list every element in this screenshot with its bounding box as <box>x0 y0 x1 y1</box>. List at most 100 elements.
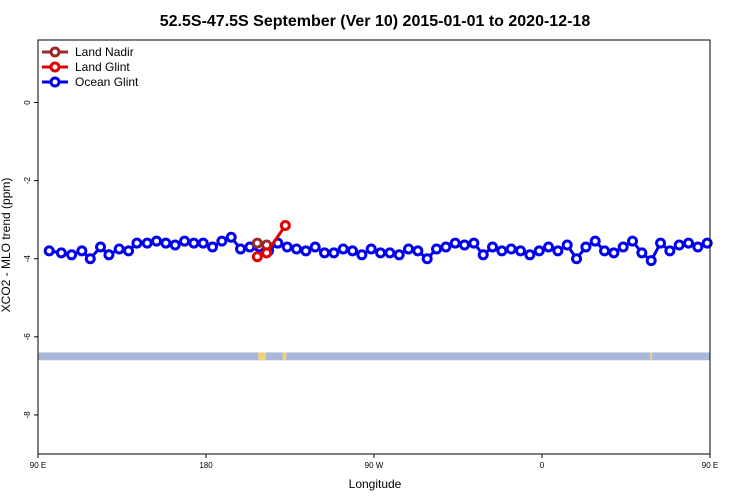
data-point <box>477 249 489 261</box>
data-point <box>636 247 648 259</box>
data-point <box>55 247 67 259</box>
data-point <box>76 245 88 257</box>
data-point <box>449 237 461 249</box>
data-point <box>580 241 592 253</box>
data-point <box>393 249 405 261</box>
data-point <box>571 253 583 265</box>
data-point <box>533 245 545 257</box>
y-tick-label: -4 <box>23 255 32 263</box>
data-point <box>84 253 96 265</box>
x-axis-label: Longitude <box>349 477 402 491</box>
data-point <box>216 235 228 247</box>
data-point <box>207 241 219 253</box>
data-point <box>347 245 359 257</box>
data-point <box>169 239 181 251</box>
x-tick-label: 90 E <box>702 461 718 470</box>
data-point <box>123 245 135 257</box>
data-point <box>95 241 107 253</box>
data-point <box>505 243 517 255</box>
data-point <box>160 237 172 249</box>
data-point <box>440 241 452 253</box>
map-strip-land-1 <box>282 352 287 361</box>
data-point <box>524 249 536 261</box>
data-point <box>279 220 291 232</box>
data-point <box>356 249 368 261</box>
legend-item-land-glint: Land Glint <box>42 60 130 74</box>
data-point <box>655 237 667 249</box>
map-strip-land-0 <box>258 352 266 361</box>
data-point <box>251 237 263 249</box>
data-point <box>375 247 387 259</box>
data-point <box>487 241 499 253</box>
y-tick-label: -2 <box>23 177 32 185</box>
legend-label: Land Nadir <box>75 45 134 59</box>
data-point <box>281 241 293 253</box>
data-point <box>103 249 115 261</box>
y-axis: 0 -2 -4 -6 -8 <box>23 100 38 419</box>
data-point <box>403 243 415 255</box>
data-point <box>589 235 601 247</box>
data-point <box>66 249 78 261</box>
data-point <box>496 245 508 257</box>
data-point <box>515 245 527 257</box>
data-point <box>197 237 209 249</box>
x-tick-label: 90 E <box>30 461 46 470</box>
data-point <box>188 237 200 249</box>
x-tick-label: 90 W <box>365 461 384 470</box>
data-point <box>683 237 695 249</box>
map-strip-land-2 <box>650 352 653 361</box>
data-point <box>673 239 685 251</box>
map-strip <box>38 352 710 361</box>
series-land-glint <box>251 220 291 263</box>
legend-item-land-nadir: Land Nadir <box>42 45 134 59</box>
data-point <box>43 245 55 257</box>
data-point <box>328 247 340 259</box>
y-tick-label: -6 <box>23 333 32 341</box>
data-point <box>251 251 263 263</box>
data-point <box>608 247 620 259</box>
data-point <box>319 247 331 259</box>
data-point <box>421 253 433 265</box>
data-point <box>617 241 629 253</box>
data-point <box>261 247 273 259</box>
legend-item-ocean-glint: Ocean Glint <box>42 75 139 89</box>
data-point <box>468 237 480 249</box>
data-point <box>692 241 704 253</box>
y-tick-label: 0 <box>23 100 32 105</box>
data-point <box>131 237 143 249</box>
data-point <box>664 245 676 257</box>
data-point <box>309 241 321 253</box>
x-tick-label: 0 <box>540 461 545 470</box>
data-point <box>365 243 377 255</box>
data-point <box>459 239 471 251</box>
data-point <box>141 237 153 249</box>
legend-label: Land Glint <box>75 60 130 74</box>
data-point <box>300 245 312 257</box>
data-point <box>235 243 247 255</box>
data-point <box>337 243 349 255</box>
series-layer <box>43 220 713 267</box>
data-point <box>627 235 639 247</box>
legend-marker <box>49 61 61 73</box>
data-point <box>151 235 163 247</box>
data-point <box>543 241 555 253</box>
data-point <box>225 231 237 243</box>
data-point <box>599 245 611 257</box>
data-point <box>645 255 657 267</box>
x-tick-label: 180 <box>199 461 213 470</box>
data-point <box>179 235 191 247</box>
map-strip-ocean <box>38 352 710 361</box>
plot-area <box>37 39 713 455</box>
data-point <box>412 245 424 257</box>
data-point <box>113 243 125 255</box>
data-point <box>561 239 573 251</box>
legend-marker <box>49 46 61 58</box>
series-ocean-glint <box>43 231 713 267</box>
data-point <box>431 243 443 255</box>
data-point <box>384 247 396 259</box>
y-axis-label: XCO2 - MLO trend (ppm) <box>0 178 13 313</box>
y-tick-label: -8 <box>23 411 32 419</box>
data-point <box>701 237 713 249</box>
